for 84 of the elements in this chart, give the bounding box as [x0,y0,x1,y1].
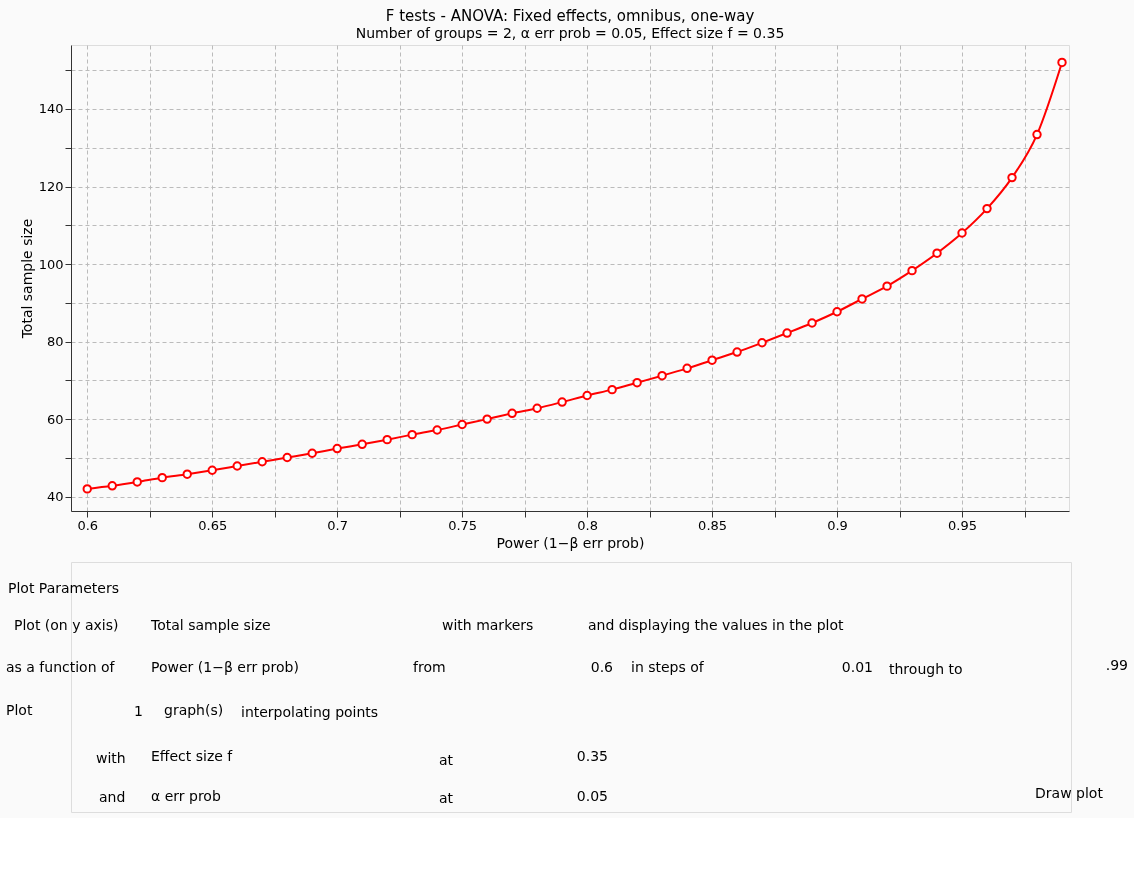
text: Plot [6,702,33,718]
text: as a function of [6,659,116,675]
point [482,414,492,424]
point [282,452,292,463]
point [857,294,867,304]
x-tick-label: 0.65 [198,517,228,533]
text: at [439,790,454,806]
point [132,477,142,487]
point [107,481,117,491]
point [882,281,892,291]
text: Total sample size [150,617,271,633]
point [307,448,317,458]
y-tick-label: 40 [46,489,64,505]
point [732,347,742,357]
x-tick-label: 0.6 [77,517,99,533]
point [532,403,542,413]
point [957,228,967,238]
point [757,338,767,348]
text: α err prob [151,788,221,804]
y-tick-label: 60 [46,411,64,427]
text: in steps of [631,659,705,675]
point [682,363,692,374]
y-tick-label: 100 [38,256,64,272]
text: 0.6 [590,659,614,675]
point [382,434,392,445]
text: at [439,752,454,768]
point [332,443,342,454]
point [807,318,817,328]
point [707,355,717,365]
text: Plot (on y axis) [14,617,119,633]
point [582,390,592,401]
point [357,439,367,450]
text: through to [889,661,963,677]
x-tick-label: 0.85 [698,517,728,533]
point [657,371,667,381]
text: .99 [1105,657,1128,673]
x-tick-label: 0.9 [827,517,848,533]
text: with [96,750,126,766]
text: with markers [442,617,534,633]
chart-title: F tests - ANOVA: Fixed effects, omnibus, one-way [385,7,755,25]
text: graph(s) [164,702,224,718]
x-tick-label: 0.75 [448,517,478,533]
text: 0.05 [576,788,608,804]
text: 0.35 [576,748,608,764]
text: 1 [134,703,143,719]
text: from [413,659,446,675]
point [232,461,242,471]
text: and [99,789,126,805]
point [507,408,517,418]
point [932,248,942,258]
text: Draw plot [1035,785,1104,801]
point [157,472,167,483]
text: Power (1−β err prob) [151,659,299,675]
point [1032,129,1042,140]
point [1007,172,1017,183]
point [432,425,442,435]
point [907,265,917,276]
y-tick-label: 120 [38,179,64,195]
point [1057,57,1067,68]
y-tick-label: 140 [38,101,64,117]
text: Effect size f [151,748,234,764]
y-tick-label: 80 [46,334,64,350]
point [607,384,617,395]
point [982,203,992,214]
text: and displaying the values in the plot [588,617,844,633]
point [557,397,567,407]
point [82,484,92,494]
point [257,457,267,467]
text: Plot Parameters [8,580,119,596]
x-axis-title: Power (1−β err prob) [496,534,645,551]
text: interpolating points [241,704,379,720]
y-axis-title: Total sample size [18,218,35,340]
point [457,419,467,430]
point [207,465,217,475]
chart-subtitle: Number of groups = 2, α err prob = 0.05, Effect size f = 0.35 [355,25,785,41]
text: 0.01 [841,659,873,675]
point [832,307,842,317]
point [782,328,792,338]
point [407,429,417,440]
point [182,469,192,479]
point [632,377,642,388]
x-tick-label: 0.8 [577,517,598,533]
x-tick-label: 0.7 [327,517,349,533]
x-tick-label: 0.95 [948,517,977,533]
